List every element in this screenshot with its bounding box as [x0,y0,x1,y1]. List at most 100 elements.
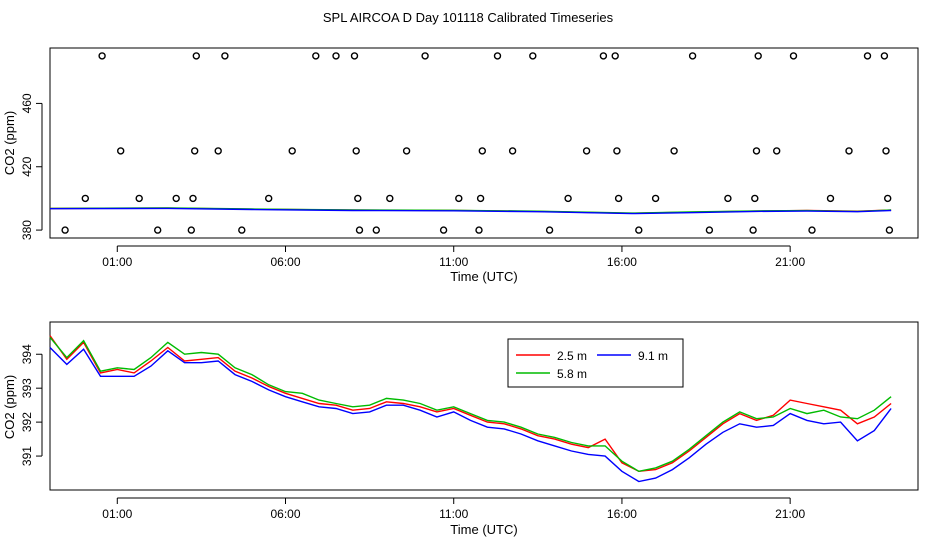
series-line-9.1m [49,207,892,215]
data-point [372,226,380,234]
data-point [582,147,591,155]
chart-title: SPL AIRCOA D Day 101118 Calibrated Times… [323,10,614,25]
series-line-5.8m [49,336,892,473]
series-line-2.5m [49,335,892,473]
data-point [190,147,199,155]
data-point [651,194,660,203]
y-tick-label: 460 [20,93,34,113]
data-point [885,226,894,234]
x-axis-bottom: 01:00 06:00 11:00 16:00 21:00 [102,497,805,521]
data-point [354,194,362,203]
series-line-9.1m [49,347,892,483]
data-point [789,52,798,60]
data-point [421,52,429,60]
y-tick-label: 391 [20,446,34,466]
x-tick-label: 11:00 [439,507,468,521]
data-point [288,147,296,155]
x-tick-label: 06:00 [270,255,300,269]
data-point [493,52,502,60]
x-tick-label: 11:00 [439,255,468,269]
data-point [153,226,162,234]
legend: 2.5 m 9.1 m 5.8 m [507,338,684,388]
y-tick-label: 393 [20,378,34,398]
data-point [670,147,678,155]
data-point [312,52,320,60]
data-point [455,194,463,203]
data-point [508,147,517,155]
legend-box [507,338,684,388]
data-point [476,194,485,203]
data-point [613,147,621,155]
data-point [599,52,608,60]
y-tick-label: 420 [20,156,34,176]
data-point [214,147,222,155]
data-point [884,194,892,203]
x-axis-top: 01:00 06:00 11:00 16:00 21:00 [102,245,805,269]
y-axis-label-bottom: CO2 (ppm) [2,375,17,439]
data-point [705,226,714,234]
data-point [611,52,619,60]
data-point [238,226,246,234]
data-point [808,226,816,234]
data-point [752,147,761,155]
y-axis-label-top: CO2 (ppm) [2,111,17,175]
data-point [350,52,359,60]
data-point [882,147,890,155]
data-point [355,226,364,234]
x-tick-label: 06:00 [270,507,300,521]
data-point [845,147,853,155]
plot-frame-top [49,47,919,239]
x-tick-label: 21:00 [775,255,805,269]
data-point [172,194,180,203]
data-point [187,226,196,234]
data-point [773,147,781,155]
x-tick-label: 16:00 [607,507,637,521]
x-tick-label: 16:00 [607,255,637,269]
data-point [135,194,143,203]
data-point [402,147,411,155]
data-point [564,194,572,203]
scatter-points-top [61,52,894,234]
data-point [863,52,872,60]
x-axis-label-top: Time (UTC) [450,269,517,284]
panel-top: 01:00 06:00 11:00 16:00 21:00 380 420 460 Time… [2,47,919,284]
data-point [221,52,229,60]
legend-label-9.1m: 9.1 m [638,349,668,363]
data-point [98,52,106,60]
data-point [880,52,889,60]
data-point [386,194,394,203]
legend-label-5.8m: 5.8 m [557,367,587,381]
data-point [529,52,537,60]
panel-bottom: 01:00 06:00 11:00 16:00 21:00 391 392 393 394 T… [2,321,919,537]
data-point [749,226,757,234]
data-point [826,194,835,203]
data-point [189,194,197,203]
data-point [265,194,273,203]
y-axis-top: 380 420 460 [20,93,43,240]
data-point [545,226,554,234]
data-point [352,147,360,155]
series-lines-bottom [49,335,892,483]
y-tick-label: 380 [20,220,34,240]
y-axis-bottom: 391 392 393 394 [20,344,43,466]
y-tick-label: 392 [20,412,34,432]
data-point [724,194,732,203]
x-axis-label-bottom: Time (UTC) [450,522,517,537]
data-point [192,52,201,60]
legend-label-2.5m: 2.5 m [557,349,587,363]
data-point [439,226,448,234]
data-point [475,226,483,234]
data-point [478,147,486,155]
x-tick-label: 01:00 [102,507,132,521]
data-point [81,194,90,203]
data-point [751,194,759,203]
data-point [332,52,340,60]
data-point [614,194,623,203]
data-point [635,226,643,234]
series-lines-top [49,207,892,215]
data-point [61,226,69,234]
y-tick-label: 394 [20,344,34,364]
data-point [688,52,697,60]
x-tick-label: 01:00 [102,255,132,269]
